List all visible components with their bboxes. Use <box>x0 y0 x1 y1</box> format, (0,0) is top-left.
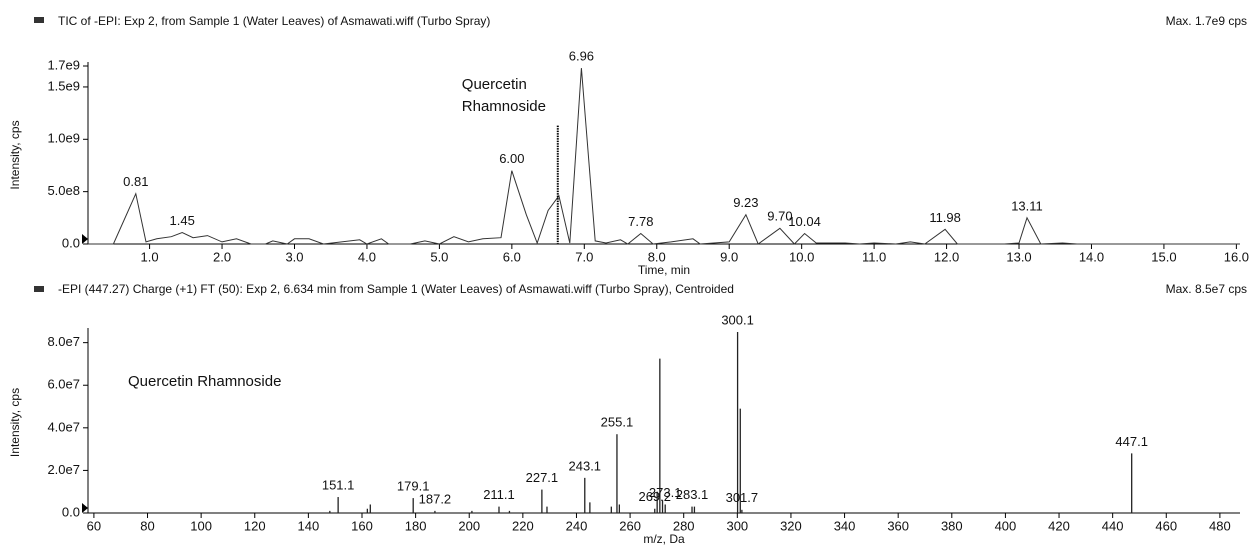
peak-label: 269.2 <box>638 489 671 504</box>
x-tick-label: 320 <box>780 518 802 533</box>
x-axis-title: Time, min <box>638 263 690 277</box>
y-tick-label: 0.0 <box>62 235 80 250</box>
x-tick-label: 220 <box>512 518 534 533</box>
max-label: Max. 1.7e9 cps <box>1166 14 1247 28</box>
x-tick-label: 280 <box>673 518 695 533</box>
peak-label: 6.96 <box>569 49 594 64</box>
x-tick-label: 360 <box>887 518 909 533</box>
x-tick-label: 10.0 <box>789 249 814 264</box>
x-tick-label: 460 <box>1155 518 1177 533</box>
x-tick-label: 140 <box>298 518 320 533</box>
y-tick-label: 1.7e9 <box>47 57 80 72</box>
annotation: Rhamnoside <box>462 98 546 115</box>
y-tick-label: 8.0e7 <box>47 334 80 349</box>
peak-label: 0.81 <box>123 174 148 189</box>
peak-label: 300.1 <box>721 312 754 327</box>
x-axis-title: m/z, Da <box>643 532 685 546</box>
y-axis-title: Intensity, cps <box>8 388 22 457</box>
y-tick-label: 6.0e7 <box>47 377 80 392</box>
x-tick-label: 13.0 <box>1006 249 1031 264</box>
x-tick-label: 240 <box>566 518 588 533</box>
x-tick-label: 16.0 <box>1224 249 1249 264</box>
peak-label: 301.7 <box>726 490 759 505</box>
peak-label: 179.1 <box>397 479 430 494</box>
y-tick-label: 1.0e9 <box>47 131 80 146</box>
peak-label: 211.1 <box>483 487 515 502</box>
header-icon <box>34 17 44 23</box>
peak-label: 227.1 <box>526 470 559 485</box>
x-tick-label: 120 <box>244 518 266 533</box>
peak-label: 9.70 <box>767 209 792 224</box>
peak-label: 13.11 <box>1011 198 1043 213</box>
y-tick-label: 2.0e7 <box>47 462 80 477</box>
peak-label: 9.23 <box>733 195 758 210</box>
max-label: Max. 8.5e7 cps <box>1166 282 1247 296</box>
tic-line <box>88 68 1240 245</box>
annotation: Quercetin Rhamnoside <box>128 373 281 390</box>
x-tick-label: 3.0 <box>285 249 303 264</box>
x-tick-label: 380 <box>941 518 963 533</box>
x-tick-label: 14.0 <box>1079 249 1104 264</box>
peak-label: 243.1 <box>569 458 602 473</box>
peak-label: 283.1 <box>676 487 709 502</box>
peak-label: 255.1 <box>601 415 634 430</box>
x-tick-label: 80 <box>140 518 154 533</box>
peak-label: 11.98 <box>929 210 961 225</box>
origin-arrow <box>82 503 88 513</box>
peak-label: 10.04 <box>788 214 821 229</box>
peak-label: 6.00 <box>499 151 524 166</box>
x-tick-label: 9.0 <box>720 249 738 264</box>
y-tick-label: 4.0e7 <box>47 419 80 434</box>
peak-label: 447.1 <box>1115 434 1148 449</box>
y-tick-label: 0.0 <box>62 504 80 519</box>
y-tick-label: 1.5e9 <box>47 78 80 93</box>
x-tick-label: 480 <box>1209 518 1231 533</box>
x-tick-label: 12.0 <box>934 249 959 264</box>
x-tick-label: 6.0 <box>503 249 521 264</box>
peak-label: 187.2 <box>419 491 452 506</box>
x-tick-label: 100 <box>190 518 212 533</box>
x-tick-label: 11.0 <box>862 249 886 264</box>
peak-label: 151.1 <box>322 477 355 492</box>
x-tick-label: 4.0 <box>358 249 376 264</box>
x-tick-label: 440 <box>1102 518 1124 533</box>
header-icon <box>34 286 44 292</box>
x-tick-label: 420 <box>1048 518 1070 533</box>
x-tick-label: 200 <box>458 518 480 533</box>
y-axis-title: Intensity, cps <box>8 120 22 189</box>
chart-title: TIC of -EPI: Exp 2, from Sample 1 (Water… <box>58 14 490 28</box>
peak-label: 7.78 <box>628 214 653 229</box>
x-tick-label: 5.0 <box>430 249 448 264</box>
x-tick-label: 15.0 <box>1151 249 1176 264</box>
x-tick-label: 400 <box>995 518 1017 533</box>
y-tick-label: 5.0e8 <box>47 183 80 198</box>
x-tick-label: 60 <box>87 518 101 533</box>
x-tick-label: 8.0 <box>648 249 666 264</box>
x-tick-label: 340 <box>834 518 856 533</box>
peak-label: 273.1 <box>649 485 682 500</box>
peak-label: 1.45 <box>170 213 195 228</box>
x-tick-label: 7.0 <box>575 249 593 264</box>
x-tick-label: 260 <box>619 518 641 533</box>
x-tick-label: 300 <box>726 518 748 533</box>
x-tick-label: 180 <box>405 518 427 533</box>
x-tick-label: 160 <box>351 518 373 533</box>
chart-title: -EPI (447.27) Charge (+1) FT (50): Exp 2… <box>58 282 734 296</box>
x-tick-label: 2.0 <box>213 249 231 264</box>
origin-arrow <box>82 234 88 244</box>
x-tick-label: 1.0 <box>141 249 159 264</box>
annotation: Quercetin <box>462 76 527 93</box>
